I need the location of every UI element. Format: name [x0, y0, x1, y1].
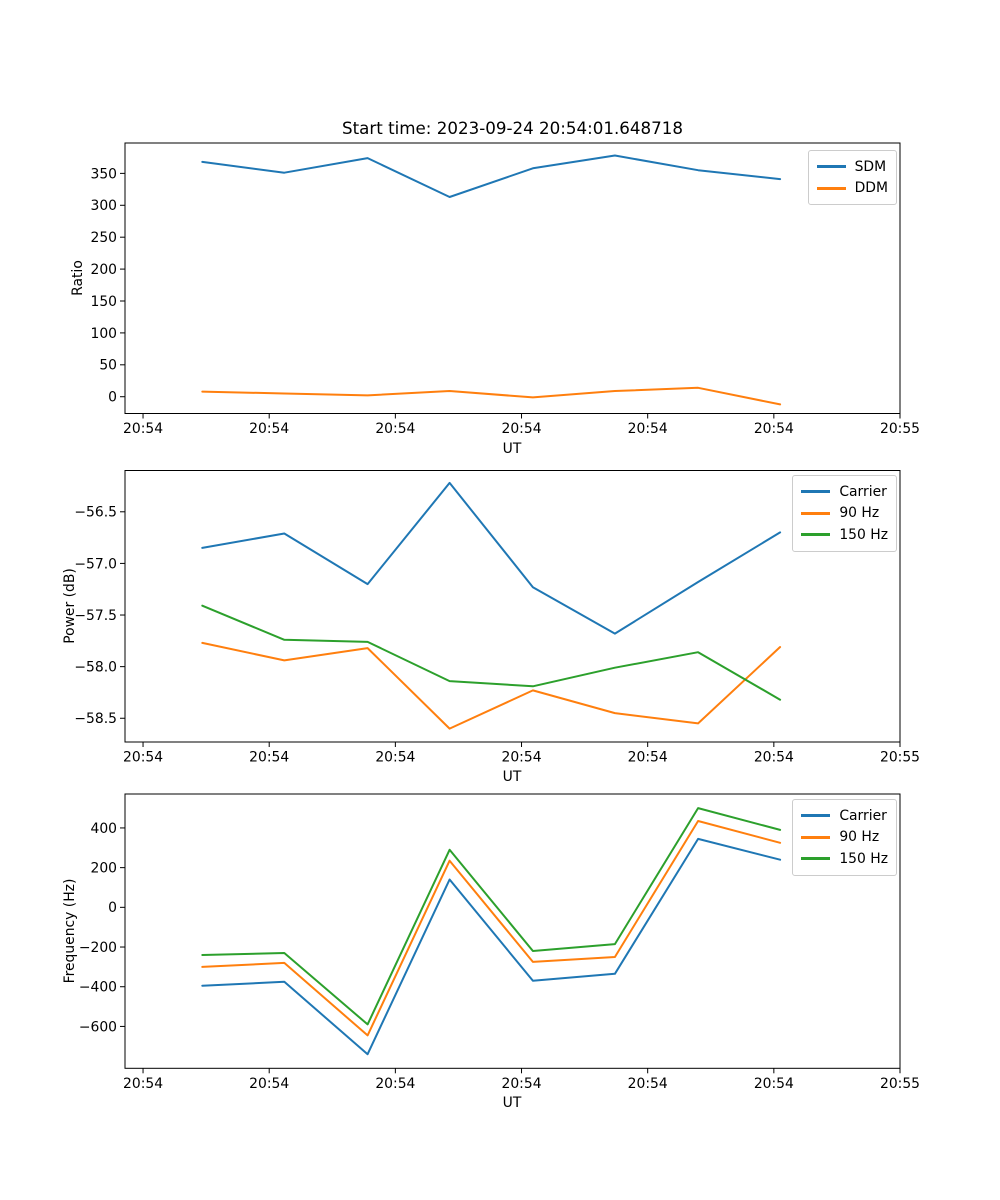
legend-chart-2: Carrier 90 Hz 150 Hz — [792, 475, 897, 552]
y-tick-label: −57.5 — [74, 608, 117, 624]
150hz-line-swatch — [801, 533, 831, 537]
x-axis-label-2: UT — [502, 769, 522, 785]
sdm-line-swatch — [816, 165, 846, 169]
series-line-90-hz — [201, 820, 782, 1037]
x-tick-label: 20:55 — [880, 750, 920, 766]
axes-2: 20:54 20:54 20:54 20:54 20:54 20:54 20:55 −58.5… — [74, 470, 920, 766]
y-tick-label: −400 — [79, 980, 117, 996]
y-tick-label: 100 — [90, 326, 117, 342]
y-tick-label: 150 — [90, 294, 117, 310]
x-tick-label: 20:54 — [502, 750, 542, 766]
series-line-150-hz — [201, 604, 782, 701]
ddm-line-swatch — [816, 186, 846, 190]
y-tick-label: −200 — [79, 940, 117, 956]
x-tick-label: 20:54 — [628, 421, 668, 437]
x-axis-label-3: UT — [502, 1095, 522, 1111]
legend-item-carrier: Carrier — [801, 805, 888, 827]
y-tick-label: 300 — [90, 198, 117, 214]
carrier-line-swatch — [801, 490, 831, 494]
legend-label-90hz: 90 Hz — [839, 505, 880, 522]
y-tick-label: 0 — [108, 900, 117, 916]
legend-label-carrier: Carrier — [839, 807, 887, 824]
legend-label-150hz: 150 Hz — [839, 526, 888, 543]
legend-label-ddm: DDM — [854, 180, 888, 197]
y-tick-label: −58.5 — [74, 711, 117, 727]
axes-frame — [124, 470, 901, 743]
x-tick-label: 20:54 — [123, 1076, 163, 1092]
legend-item-90hz: 90 Hz — [801, 827, 888, 849]
axes-frame — [124, 142, 901, 414]
x-tick-label: 20:54 — [249, 750, 289, 766]
x-tick-label: 20:54 — [754, 1076, 794, 1092]
legend-label-150hz: 150 Hz — [839, 850, 888, 867]
legend-chart-1: SDM DDM — [807, 150, 897, 205]
y-axis-label-ratio: Ratio — [70, 260, 86, 296]
legend-item-sdm: SDM — [816, 156, 888, 178]
x-tick-label: 20:54 — [123, 421, 163, 437]
y-tick-label: 400 — [90, 821, 117, 837]
x-tick-label: 20:54 — [249, 1076, 289, 1092]
legend-item-150hz: 150 Hz — [801, 524, 888, 546]
series-line-sdm — [201, 154, 782, 198]
legend-label-carrier: Carrier — [839, 483, 887, 500]
y-tick-label: −58.0 — [74, 660, 117, 676]
x-tick-label: 20:54 — [249, 421, 289, 437]
x-tick-label: 20:55 — [880, 421, 920, 437]
carrier-line-swatch — [801, 814, 831, 818]
legend-label-sdm: SDM — [854, 158, 887, 175]
series-line-90-hz — [201, 641, 782, 730]
y-tick-label: 50 — [99, 358, 117, 374]
legend-chart-3: Carrier 90 Hz 150 Hz — [792, 799, 897, 876]
axes-1: 20:54 20:54 20:54 20:54 20:54 20:54 20:55 0 50 10… — [90, 142, 920, 437]
y-tick-label: 200 — [90, 861, 117, 877]
legend-item-carrier: Carrier — [801, 481, 888, 503]
y-tick-label: −56.5 — [74, 505, 117, 521]
y-axis-label-power: Power (dB) — [62, 568, 78, 644]
x-tick-label: 20:54 — [375, 1076, 415, 1092]
legend-item-ddm: DDM — [816, 178, 888, 200]
series-line-carrier — [201, 837, 782, 1056]
y-axis-label-frequency: Frequency (Hz) — [62, 878, 78, 984]
90hz-line-swatch — [801, 511, 831, 515]
axes-3: 20:54 20:54 20:54 20:54 20:54 20:54 20:55 −600 −… — [79, 793, 920, 1092]
x-tick-label: 20:54 — [123, 750, 163, 766]
x-tick-label: 20:54 — [375, 750, 415, 766]
x-tick-label: 20:54 — [754, 750, 794, 766]
x-tick-label: 20:54 — [628, 750, 668, 766]
legend-label-90hz: 90 Hz — [839, 829, 880, 846]
y-tick-label: 250 — [90, 230, 117, 246]
legend-item-150hz: 150 Hz — [801, 848, 888, 870]
x-tick-label: 20:55 — [880, 1076, 920, 1092]
series-line-carrier — [201, 481, 782, 635]
axes-frame — [124, 793, 901, 1069]
series-line-ddm — [201, 386, 782, 406]
y-tick-label: −57.0 — [74, 556, 117, 572]
legend-item-90hz: 90 Hz — [801, 503, 888, 525]
y-tick-label: 350 — [90, 166, 117, 182]
chart-title: Start time: 2023-09-24 20:54:01.648718 — [342, 118, 683, 138]
series-line-150-hz — [201, 807, 782, 1026]
x-tick-label: 20:54 — [502, 421, 542, 437]
y-tick-label: 0 — [108, 390, 117, 406]
90hz-line-swatch — [801, 835, 831, 839]
y-tick-label: 200 — [90, 262, 117, 278]
x-tick-label: 20:54 — [375, 421, 415, 437]
x-axis-label-1: UT — [502, 441, 522, 457]
x-tick-label: 20:54 — [628, 1076, 668, 1092]
y-tick-label: −600 — [79, 1019, 117, 1035]
x-tick-label: 20:54 — [754, 421, 794, 437]
150hz-line-swatch — [801, 857, 831, 861]
x-tick-label: 20:54 — [502, 1076, 542, 1092]
